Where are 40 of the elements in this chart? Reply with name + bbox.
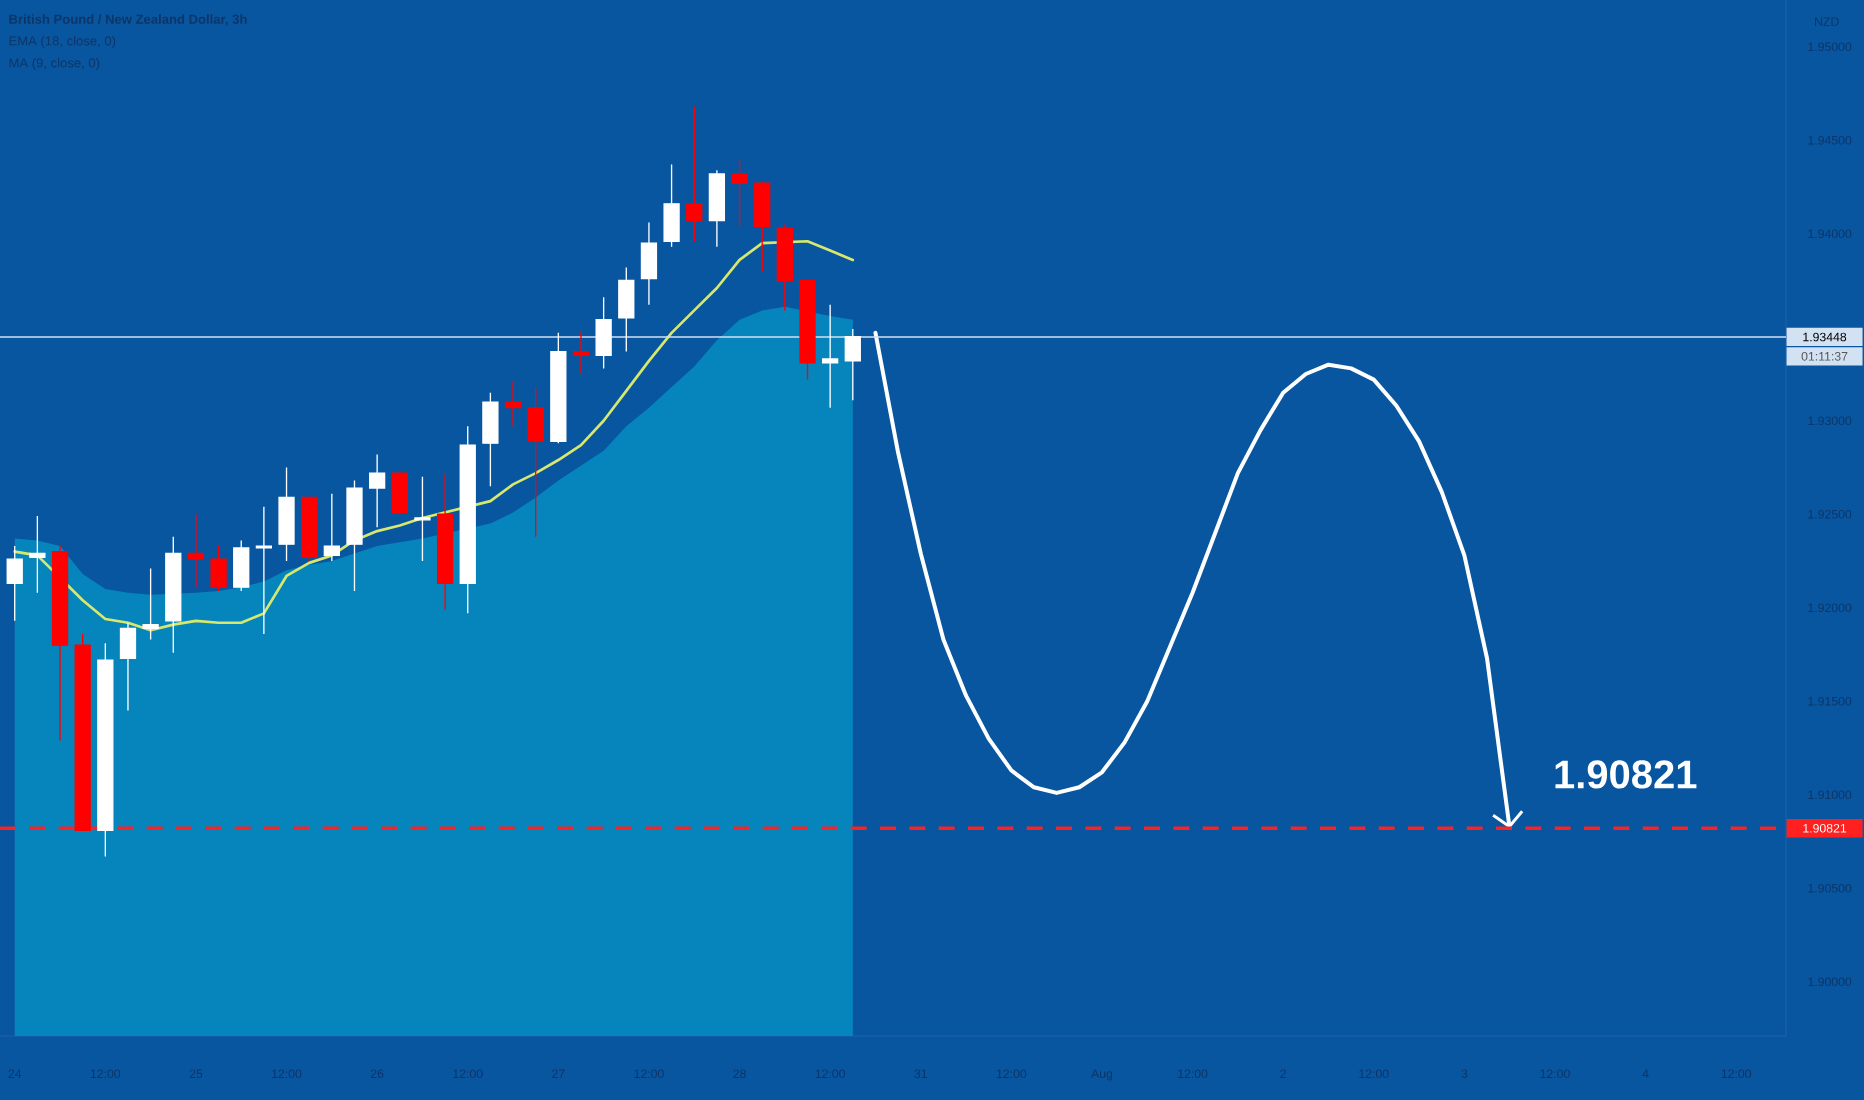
candlestick	[527, 386, 544, 538]
candlestick	[142, 567, 159, 641]
candlestick	[6, 545, 23, 622]
candlestick	[550, 332, 567, 444]
candlestick	[686, 105, 703, 242]
candlestick	[414, 476, 431, 562]
candlestick	[731, 158, 748, 227]
candlestick	[165, 536, 182, 654]
candlestick	[29, 515, 46, 594]
candlestick	[391, 470, 408, 515]
candlestick	[640, 221, 658, 306]
candlestick	[346, 479, 363, 592]
candlestick	[754, 180, 771, 272]
candlestick	[278, 466, 295, 562]
candlestick	[255, 506, 273, 635]
candlestick	[776, 223, 793, 312]
candlestick	[301, 496, 318, 562]
candlestick	[436, 472, 454, 611]
candlestick	[97, 642, 114, 858]
candlestick	[504, 380, 522, 428]
candlestick	[618, 266, 635, 353]
candlestick	[368, 453, 386, 529]
candlestick	[323, 493, 340, 562]
candlestick	[233, 539, 250, 592]
candlestick	[822, 304, 839, 409]
candlestick	[844, 328, 861, 401]
candlestick	[799, 279, 816, 381]
candlestick	[210, 545, 227, 592]
candlestick	[459, 425, 476, 615]
line-series	[13, 239, 855, 632]
candlestick	[572, 330, 590, 375]
candlestick	[74, 633, 91, 831]
candlestick	[482, 392, 499, 487]
candlestick	[119, 622, 137, 712]
candlestick	[51, 545, 69, 742]
candlestick	[663, 163, 680, 248]
annotation: 1.90821	[1555, 760, 1697, 789]
candlestick	[708, 169, 726, 248]
candlestick	[595, 296, 612, 370]
candlestick	[187, 513, 205, 588]
